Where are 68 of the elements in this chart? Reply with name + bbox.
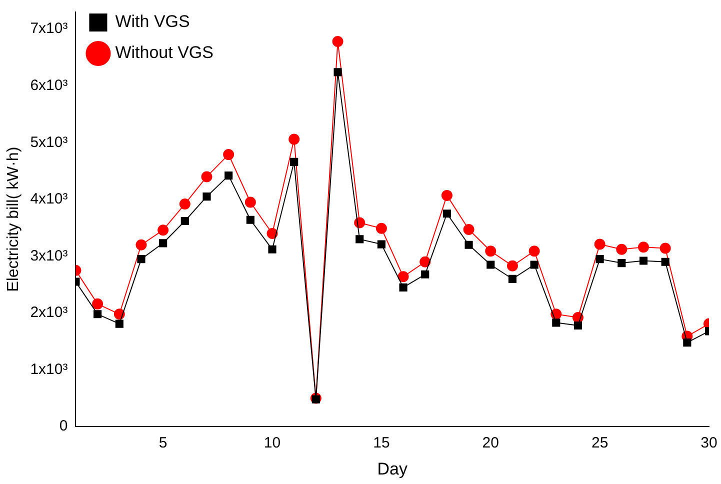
point: [115, 320, 124, 328]
point: [158, 224, 169, 236]
point: [398, 271, 409, 282]
point: [441, 190, 452, 201]
y-tick-label: 3x10³: [30, 247, 68, 264]
point: [224, 172, 233, 180]
point: [137, 255, 146, 264]
y-tick-label: 1x10³: [30, 360, 68, 378]
point: [594, 238, 606, 250]
point: [356, 235, 364, 244]
point: [508, 274, 516, 283]
point: [202, 192, 211, 201]
point: [223, 149, 234, 160]
point: [683, 338, 692, 347]
point: [312, 395, 320, 404]
point: [377, 240, 386, 248]
point: [442, 210, 451, 218]
y-tick-label: 0: [59, 418, 68, 435]
point: [94, 310, 102, 318]
point: [92, 298, 104, 310]
point: [268, 245, 276, 254]
point: [136, 239, 147, 250]
point: [660, 242, 671, 254]
point: [506, 260, 518, 272]
point: [530, 260, 538, 269]
y-tick-label: 4x10³: [30, 190, 68, 208]
y-tick-label: 2x10³: [30, 304, 68, 322]
point: [639, 256, 648, 265]
point: [376, 222, 387, 234]
point: [638, 242, 649, 253]
point: [596, 255, 604, 264]
point: [618, 258, 626, 268]
x-tick-label: 10: [264, 434, 281, 452]
point: [420, 256, 431, 268]
point: [528, 246, 540, 257]
point: [574, 321, 582, 330]
point: [661, 258, 670, 266]
legend-label: Without VGS: [115, 43, 214, 62]
point: [179, 198, 190, 210]
point: [288, 134, 300, 145]
point: [180, 216, 189, 226]
point: [334, 68, 342, 76]
legend-label: With VGS: [115, 12, 190, 32]
x-tick-label: 5: [158, 434, 168, 452]
point: [201, 171, 212, 182]
x-tick-label: 30: [700, 434, 718, 452]
point: [266, 228, 278, 239]
point: [332, 36, 344, 48]
point: [486, 260, 495, 269]
y-tick-label: 6x10³: [30, 76, 68, 94]
point: [485, 246, 496, 257]
point: [246, 216, 254, 224]
point: [244, 196, 256, 208]
x-tick-label: 25: [591, 434, 608, 452]
x-tick-label: 20: [482, 434, 499, 452]
point: [463, 224, 474, 236]
point: [421, 270, 430, 278]
point: [464, 240, 473, 249]
y-tick-label: 7x10³: [30, 20, 68, 38]
y-axis-title: Electricity bill( kW·h): [5, 146, 22, 292]
point: [290, 158, 298, 166]
point: [399, 283, 408, 292]
point: [552, 318, 560, 327]
point: [616, 244, 628, 255]
x-tick-label: 15: [373, 434, 390, 452]
y-tick-label: 5x10³: [30, 134, 68, 151]
point: [159, 239, 168, 248]
x-axis-title: Day: [377, 459, 408, 478]
